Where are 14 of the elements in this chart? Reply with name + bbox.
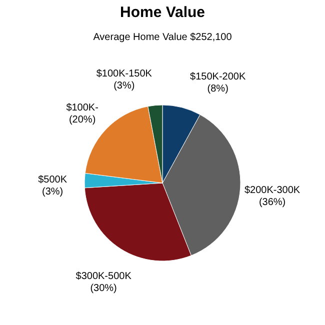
data-label: (20%) [68, 114, 96, 126]
data-label: (30%) [90, 282, 117, 294]
slice-label: $500K [38, 174, 68, 186]
data-label: (36%) [258, 196, 286, 208]
slice-label: $100K-150K [96, 68, 152, 80]
chart-title: Home Value [120, 4, 206, 21]
slice-label: $200K-300K [244, 184, 300, 196]
chart-subtitle: Average Home Value $252,100 [93, 32, 232, 43]
slice-label: $150K-200K [190, 71, 246, 82]
data-label: (8%) [207, 83, 228, 94]
data-label: (3%) [42, 186, 64, 198]
slice-label: $300K-500K [76, 270, 132, 282]
slice-label: $100K- [66, 102, 98, 114]
data-label: (3%) [114, 80, 135, 92]
